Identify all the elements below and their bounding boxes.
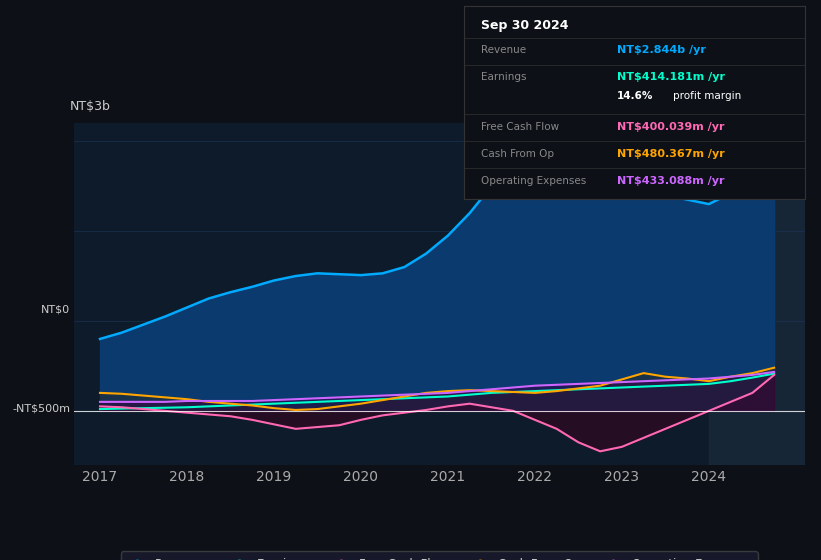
Text: NT$3b: NT$3b (71, 100, 111, 113)
Text: NT$2.844b /yr: NT$2.844b /yr (617, 45, 706, 55)
Text: profit margin: profit margin (673, 91, 741, 101)
Text: Earnings: Earnings (481, 72, 526, 82)
Text: NT$480.367m /yr: NT$480.367m /yr (617, 150, 725, 160)
Text: NT$0: NT$0 (41, 305, 71, 314)
Text: Revenue: Revenue (481, 45, 526, 55)
Text: NT$414.181m /yr: NT$414.181m /yr (617, 72, 725, 82)
Text: 14.6%: 14.6% (617, 91, 654, 101)
Text: Cash From Op: Cash From Op (481, 150, 554, 160)
Text: Free Cash Flow: Free Cash Flow (481, 122, 559, 132)
Text: NT$433.088m /yr: NT$433.088m /yr (617, 176, 725, 186)
Text: Sep 30 2024: Sep 30 2024 (481, 19, 568, 32)
Legend: Revenue, Earnings, Free Cash Flow, Cash From Op, Operating Expenses: Revenue, Earnings, Free Cash Flow, Cash … (121, 551, 758, 560)
Bar (709, 123, 805, 465)
Text: Operating Expenses: Operating Expenses (481, 176, 586, 186)
Text: -NT$500m: -NT$500m (12, 403, 71, 413)
Text: NT$400.039m /yr: NT$400.039m /yr (617, 122, 725, 132)
